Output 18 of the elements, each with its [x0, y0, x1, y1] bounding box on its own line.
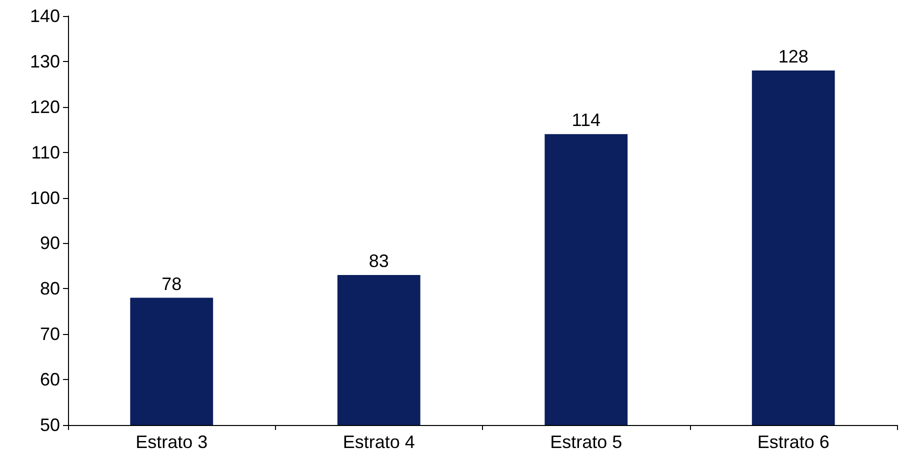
x-tick-label: Estrato 6 — [757, 432, 830, 452]
data-label: 78 — [162, 274, 182, 294]
y-tick-label: 80 — [40, 278, 60, 299]
x-tick-label: Estrato 4 — [342, 432, 415, 452]
x-tick-label: Estrato 3 — [136, 432, 208, 452]
data-label: 114 — [572, 110, 600, 130]
y-tick-label: 110 — [31, 142, 60, 162]
y-tick-label: 70 — [40, 324, 60, 344]
y-tick-label: 140 — [30, 6, 60, 26]
y-tick-label: 90 — [40, 233, 60, 254]
y-tick-label: 120 — [30, 96, 60, 117]
data-label: 83 — [368, 251, 389, 272]
data-label: 128 — [778, 46, 808, 67]
y-tick-label: 50 — [40, 415, 60, 435]
y-tick-label: 60 — [40, 370, 60, 390]
x-tick-label: Estrato 5 — [550, 432, 622, 452]
y-tick-label: 100 — [30, 188, 60, 208]
y-tick-label: 130 — [30, 51, 60, 72]
